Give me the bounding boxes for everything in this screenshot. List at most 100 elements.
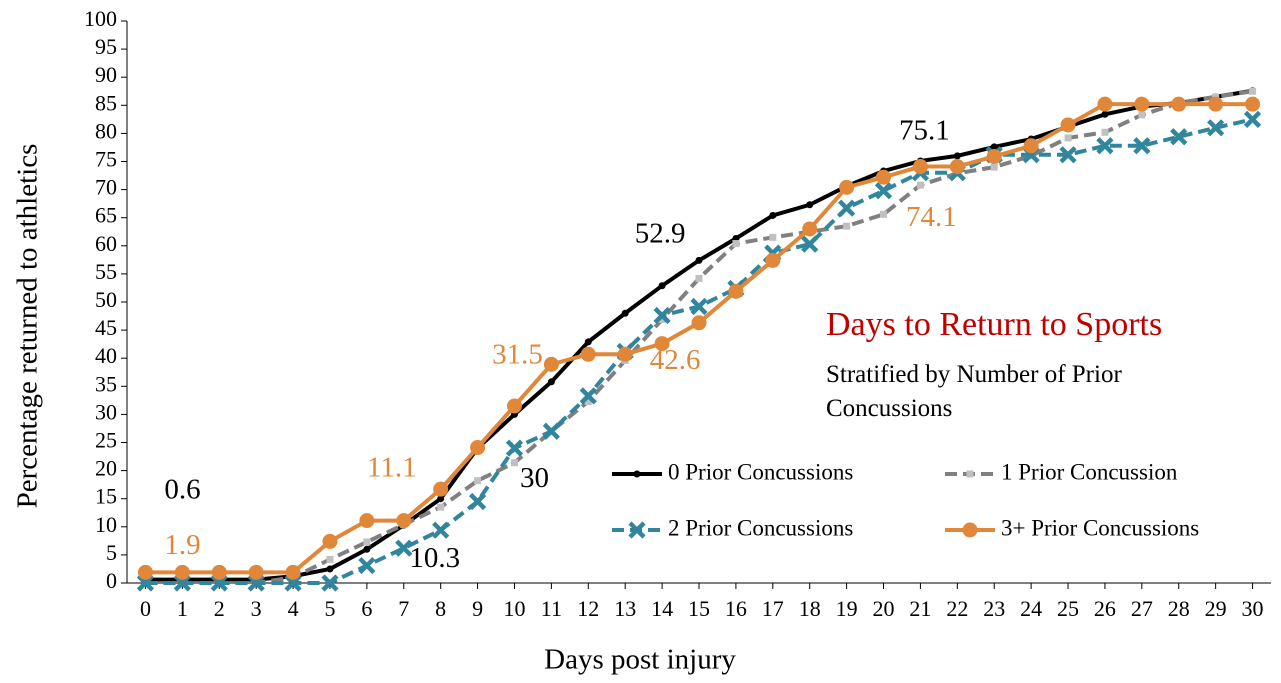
data-label: 31.5	[492, 339, 543, 371]
x-tick-label: 4	[288, 596, 299, 621]
data-point	[728, 283, 744, 299]
y-tick-label: 15	[95, 484, 117, 509]
x-tick-label: 26	[1094, 596, 1116, 621]
data-point	[326, 555, 334, 563]
y-tick-label: 65	[95, 203, 117, 228]
data-label: 75.1	[899, 115, 950, 147]
data-point	[949, 159, 965, 175]
data-point	[695, 256, 703, 264]
y-tick-label: 40	[95, 343, 117, 368]
data-point	[1245, 96, 1261, 112]
data-point	[437, 495, 445, 503]
data-point	[505, 439, 524, 457]
data-point	[1207, 119, 1225, 137]
data-point	[1060, 117, 1076, 133]
data-point	[990, 163, 998, 171]
x-tick-label: 27	[1131, 596, 1153, 621]
data-point	[137, 564, 153, 580]
data-point	[621, 309, 629, 317]
data-point	[584, 397, 592, 405]
x-tick-label: 21	[909, 596, 931, 621]
data-point	[433, 481, 449, 497]
y-tick-label: 25	[95, 428, 117, 453]
data-point	[322, 533, 338, 549]
y-tick-label: 5	[106, 540, 117, 565]
x-tick-label: 25	[1057, 596, 1079, 621]
x-tick-label: 15	[688, 596, 710, 621]
data-point	[321, 574, 339, 592]
data-point	[359, 513, 375, 529]
y-tick-label: 0	[106, 568, 117, 593]
data-point	[769, 211, 777, 219]
data-point	[843, 222, 851, 230]
data-point	[876, 169, 892, 185]
data-point	[248, 564, 264, 580]
x-tick-label: 22	[946, 596, 968, 621]
data-point	[174, 564, 190, 580]
data-point	[1243, 110, 1262, 128]
x-tick-label: 11	[541, 596, 562, 621]
y-tick-label: 35	[95, 371, 117, 396]
data-point	[839, 179, 855, 195]
data-point	[802, 221, 818, 237]
legend-marker	[962, 522, 978, 538]
data-label: 0.6	[164, 473, 200, 505]
data-point	[838, 199, 856, 217]
data-point	[1023, 138, 1039, 154]
data-label: 11.1	[367, 451, 417, 483]
y-axis-title: Percentage returned to athletics	[12, 144, 44, 509]
x-tick-label: 17	[762, 596, 784, 621]
x-tick-label: 5	[324, 596, 335, 621]
data-label: 42.6	[650, 344, 701, 376]
x-tick-label: 14	[651, 596, 673, 621]
data-point	[912, 159, 928, 175]
x-tick-label: 0	[140, 596, 151, 621]
data-point	[658, 315, 666, 323]
data-point	[1133, 137, 1151, 155]
data-point	[358, 556, 376, 575]
y-tick-label: 100	[84, 6, 117, 31]
x-tick-label: 3	[251, 596, 262, 621]
x-tick-label: 24	[1020, 596, 1042, 621]
data-point	[1208, 96, 1224, 112]
y-tick-label: 60	[95, 231, 117, 256]
data-point	[765, 252, 781, 268]
data-point	[1059, 146, 1077, 164]
data-label: 1.9	[164, 529, 200, 561]
data-point	[990, 143, 998, 151]
data-point	[437, 503, 445, 511]
y-tick-label: 20	[95, 456, 117, 481]
data-point	[880, 210, 888, 218]
data-label: 52.9	[635, 217, 686, 249]
y-tick-label: 10	[95, 512, 117, 537]
legend-label: 1 Prior Concussion	[1001, 459, 1178, 484]
legend-marker	[633, 470, 641, 478]
data-point	[769, 233, 777, 241]
x-tick-label: 13	[614, 596, 636, 621]
y-tick-label: 50	[95, 287, 117, 312]
data-point	[284, 574, 302, 592]
data-point	[801, 235, 819, 253]
data-point	[580, 346, 596, 362]
data-point	[690, 297, 708, 316]
data-label: 10.3	[409, 542, 460, 574]
y-tick-label: 75	[95, 147, 117, 172]
x-tick-label: 12	[577, 596, 599, 621]
data-point	[658, 282, 666, 290]
data-point	[1097, 96, 1113, 112]
data-label: 30	[520, 462, 549, 494]
x-tick-label: 20	[873, 596, 895, 621]
data-point	[285, 564, 301, 580]
data-point	[654, 336, 670, 352]
data-point	[510, 459, 518, 467]
data-point	[874, 182, 893, 200]
x-tick-label: 19	[836, 596, 858, 621]
data-point	[210, 574, 228, 592]
y-tick-label: 45	[95, 315, 117, 340]
data-point	[363, 545, 371, 553]
data-point	[916, 181, 924, 189]
data-point	[432, 521, 450, 539]
data-point	[732, 240, 740, 248]
data-point	[584, 338, 592, 346]
